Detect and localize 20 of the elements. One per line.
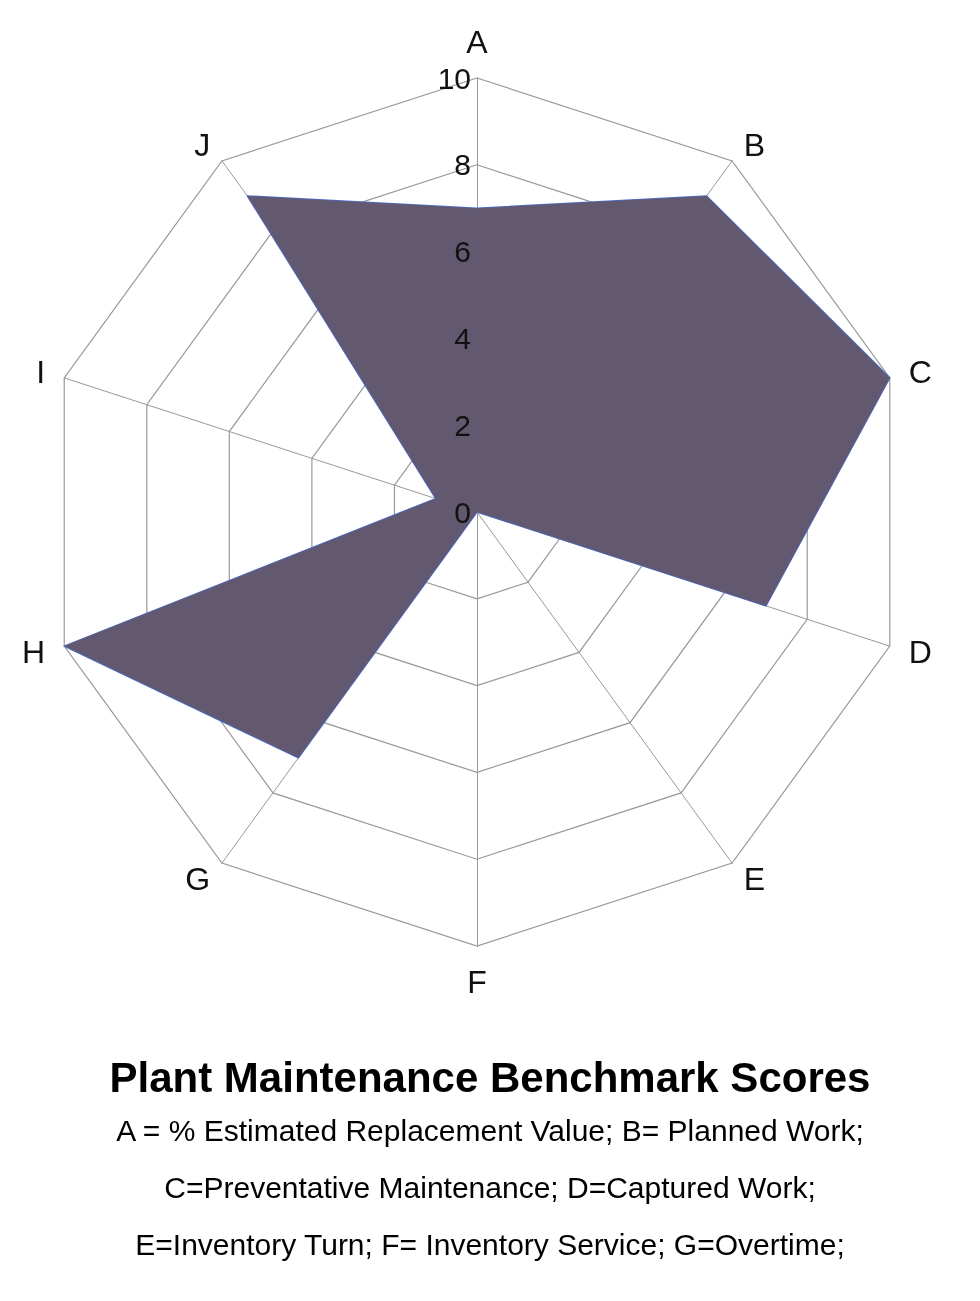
y-tick-label: 10 xyxy=(437,61,471,95)
spoke-label: B xyxy=(743,126,766,163)
y-tick-label: 4 xyxy=(454,321,471,355)
text: A = % Estimated Replacement Value; B= Planned Work; xyxy=(115,1113,865,1149)
spoke-label: E xyxy=(743,861,766,898)
spoke-label: F xyxy=(467,964,487,1000)
y-tick-label: 8 xyxy=(454,148,471,182)
text: C=Preventative Maintenance; D=Captured Work; xyxy=(163,1170,817,1206)
spoke-label: C xyxy=(908,353,932,390)
y-tick-label: 0 xyxy=(454,495,471,529)
spoke-label: D xyxy=(908,634,932,671)
spoke-label: G xyxy=(185,861,211,898)
y-tick-label: 6 xyxy=(454,235,471,269)
spoke-label: A xyxy=(466,24,489,60)
y-tick-label: 2 xyxy=(454,408,471,442)
text: E=Inventory Turn; F= Inventory Service; G=Overtime; xyxy=(134,1227,846,1263)
spoke-label: J xyxy=(194,126,211,163)
spoke-label: H xyxy=(22,634,46,671)
text: Plant Maintenance Benchmark Scores xyxy=(108,1054,872,1102)
spoke-label: I xyxy=(36,353,46,390)
